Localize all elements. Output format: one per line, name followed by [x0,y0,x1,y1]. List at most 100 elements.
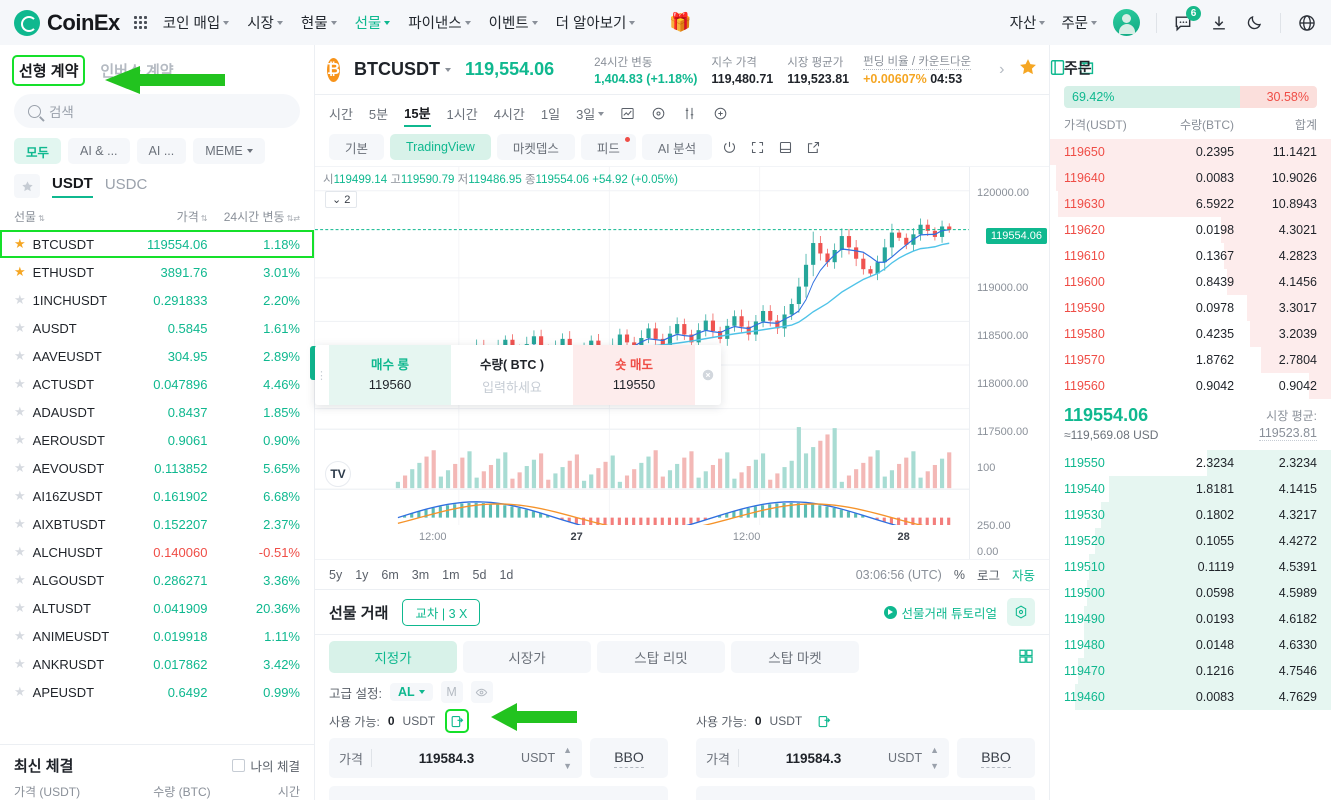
coin-row[interactable]: ★ 1INCHUSDT 0.291833 2.20% [0,286,314,314]
favorites-filter-button[interactable] [14,174,40,198]
nav-item-learn-more[interactable]: 더 알아보기 [556,12,636,33]
compare-icon[interactable] [682,106,697,124]
favorite-star-icon[interactable]: ★ [14,460,26,475]
apps-grid-icon[interactable] [133,16,147,29]
coin-row[interactable]: ★ BTCUSDT 119554.06 1.18% [0,230,314,258]
quick-buy-long[interactable]: 매수 롱 119560 [329,345,451,405]
favorite-star-icon[interactable]: ★ [14,684,26,699]
fullscreen-icon[interactable] [746,136,768,158]
futures-tutorial-link[interactable]: 선물거래 튜토리얼 [883,603,997,622]
chart-tab-market-depth[interactable]: 마켓뎁스 [496,134,575,160]
range-5y[interactable]: 5y [329,567,343,582]
indicator-legend-badge[interactable]: ⌄ 2 [325,191,358,208]
bid-row[interactable]: 119480 0.0148 4.6330 [1050,632,1331,658]
stats-next-icon[interactable]: › [999,60,1005,78]
bid-row[interactable]: 119500 0.0598 4.5989 [1050,580,1331,606]
nav-item-orders[interactable]: 주문 [1061,12,1097,33]
stepper-up-icon[interactable]: ▲ [563,745,572,755]
order-settings-gear-icon[interactable] [1007,598,1035,626]
drag-handle-icon[interactable]: ⋮ [316,369,328,382]
gift-icon[interactable]: 🎁 [669,12,692,32]
filter-all[interactable]: 모두 [14,138,62,164]
favorite-star-icon[interactable]: ★ [14,488,26,503]
chart-quick-trade-popup[interactable]: ⋮ 매수 롱 119560 수량( BTC ) 입력하세요 숏 매도 11955… [315,345,721,405]
favorite-star-icon[interactable]: ★ [14,628,26,643]
coinex-logo[interactable]: CoinEx [14,9,120,36]
timeframe-1h[interactable]: 1시간 [446,107,478,122]
coin-row[interactable]: ★ ANIMEUSDT 0.019918 1.11% [0,622,314,650]
add-icon[interactable] [713,106,728,124]
advanced-al-select[interactable]: AL [389,683,433,701]
favorite-star-icon[interactable]: ★ [14,544,26,559]
filter-ai-and[interactable]: AI & ... [68,138,130,164]
favorite-star-icon[interactable]: ★ [14,516,26,531]
ask-row[interactable]: 119610 0.1367 4.2823 [1050,243,1331,269]
timeframe-time[interactable]: 시간 [329,107,353,122]
tab-linear-contract[interactable]: 선형 계약 [11,55,86,86]
range-1d[interactable]: 1d [499,567,514,582]
coin-row[interactable]: ★ ANKRUSDT 0.017862 3.42% [0,650,314,678]
bid-row[interactable]: 119510 0.1119 4.5391 [1050,554,1331,580]
margin-mode-button[interactable]: 교차 | 3 X [402,598,481,626]
bid-row[interactable]: 119460 0.0083 4.7629 [1050,684,1331,710]
timeframe-1d[interactable]: 1일 [540,107,561,122]
quick-amount-field[interactable]: 수량( BTC ) 입력하세요 [451,345,573,405]
ask-row[interactable]: 119650 0.2395 11.1421 [1050,139,1331,165]
layout-icon[interactable] [774,136,796,158]
my-trades-toggle[interactable]: 나의 체결 [231,756,300,775]
sell-bbo-button[interactable]: BBO [957,738,1035,778]
favorite-star-icon[interactable]: ★ [14,348,26,363]
nav-item-events[interactable]: 이벤트 [489,12,538,33]
header-symbol[interactable]: 선물 ⇅ [14,210,45,224]
range-1m[interactable]: 1m [442,567,460,582]
buy-amount-input[interactable] [329,786,668,800]
favorite-star-icon[interactable]: ★ [14,376,26,391]
sell-price-input[interactable]: 가격 119584.3 USDT ▲ ▼ [696,738,949,778]
coin-row[interactable]: ★ ACTUSDT 0.047896 4.46% [0,370,314,398]
ask-row[interactable]: 119620 0.0198 4.3021 [1050,217,1331,243]
bid-row[interactable]: 119470 0.1216 4.7546 [1050,658,1331,684]
nav-item-futures[interactable]: 선물 [355,12,391,33]
stepper-down-icon[interactable]: ▼ [930,761,939,771]
nav-item-markets[interactable]: 시장 [247,12,283,33]
favorite-star-icon[interactable]: ★ [14,432,26,447]
coin-row[interactable]: ★ AEROUSDT 0.9061 0.90% [0,426,314,454]
power-icon[interactable] [718,136,740,158]
nav-item-finance[interactable]: 파이낸스 [408,12,471,33]
pair-selector[interactable]: BTCUSDT [354,59,452,80]
coin-row[interactable]: ★ ETHUSDT 3891.76 3.01% [0,258,314,286]
target-icon[interactable] [651,106,666,124]
timeframe-3d[interactable]: 3일 [576,104,605,126]
buy-price-stepper[interactable]: ▲ ▼ [563,745,572,771]
eye-icon[interactable] [470,681,493,703]
coin-row[interactable]: ★ AIXBTUSDT 0.152207 2.37% [0,510,314,538]
scale-percent[interactable]: % [953,567,965,582]
order-type-limit[interactable]: 지정가 [329,641,457,673]
quick-sell-short[interactable]: 숏 매도 119550 [573,345,695,405]
search-input[interactable]: 검색 [14,94,300,128]
ask-row[interactable]: 119570 1.8762 2.7804 [1050,347,1331,373]
buy-bbo-button[interactable]: BBO [590,738,668,778]
favorite-star-icon[interactable]: ★ [14,264,26,279]
nav-item-assets[interactable]: 자산 [1010,12,1046,33]
star-icon[interactable] [1018,57,1038,82]
tradingview-logo[interactable]: TV [325,461,351,487]
sell-price-stepper[interactable]: ▲ ▼ [930,745,939,771]
ask-row[interactable]: 119560 0.9042 0.9042 [1050,373,1331,399]
chart-tab-ai-analysis[interactable]: AI 분석 [641,134,713,160]
coin-row[interactable]: ★ ALCHUSDT 0.140060 -0.51% [0,538,314,566]
coin-row[interactable]: ★ AUSDT 0.5845 1.61% [0,314,314,342]
quote-tab-usdc[interactable]: USDC [104,175,148,193]
timeframe-4h[interactable]: 4시간 [493,107,525,122]
header-change[interactable]: 24시간 변동 ⇅⇄ [223,210,300,224]
order-type-stop-market[interactable]: 스탑 마켓 [731,641,859,673]
nav-item-buy-crypto[interactable]: 코인 매입 [163,12,230,33]
range-3m[interactable]: 3m [411,567,430,582]
coin-row[interactable]: ★ AAVEUSDT 304.95 2.89% [0,342,314,370]
book-icon[interactable] [1048,58,1067,82]
ask-row[interactable]: 119580 0.4235 3.2039 [1050,321,1331,347]
avatar[interactable] [1113,9,1140,36]
coin-row[interactable]: ★ ALTUSDT 0.041909 20.36% [0,594,314,622]
filter-meme[interactable]: MEME [193,138,265,164]
message-icon[interactable]: 6 [1173,5,1201,33]
